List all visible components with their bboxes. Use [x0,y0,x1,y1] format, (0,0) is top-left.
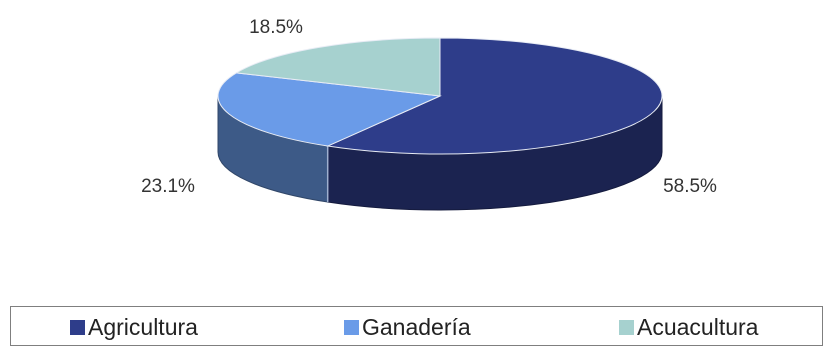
data-label-acuacultura: 18.5% [249,17,303,38]
data-label-ganaderia: 23.1% [141,176,195,197]
legend-item-acuacultura: Acuacultura [619,313,759,340]
pie-slice-acuacultura [234,37,441,97]
legend-label-ganaderia: Ganadería [362,313,471,340]
legend-label-acuacultura: Acuacultura [637,313,759,340]
legend-swatch-acuacultura [619,319,634,335]
pie-slice-agricultura [325,37,663,155]
legend-swatch-ganaderia [344,319,359,335]
pie-slice-ganaderia [217,72,442,147]
data-label-agricultura: 58.5% [663,176,717,197]
legend-item-ganaderia: Ganadería [344,313,471,340]
legend-label-agricultura: Agricultura [88,313,198,340]
legend-swatch-agricultura [70,319,85,335]
chart-legend: Agricultura Ganadería Acuacultura [10,306,823,346]
legend-item-agricultura: Agricultura [70,313,198,340]
